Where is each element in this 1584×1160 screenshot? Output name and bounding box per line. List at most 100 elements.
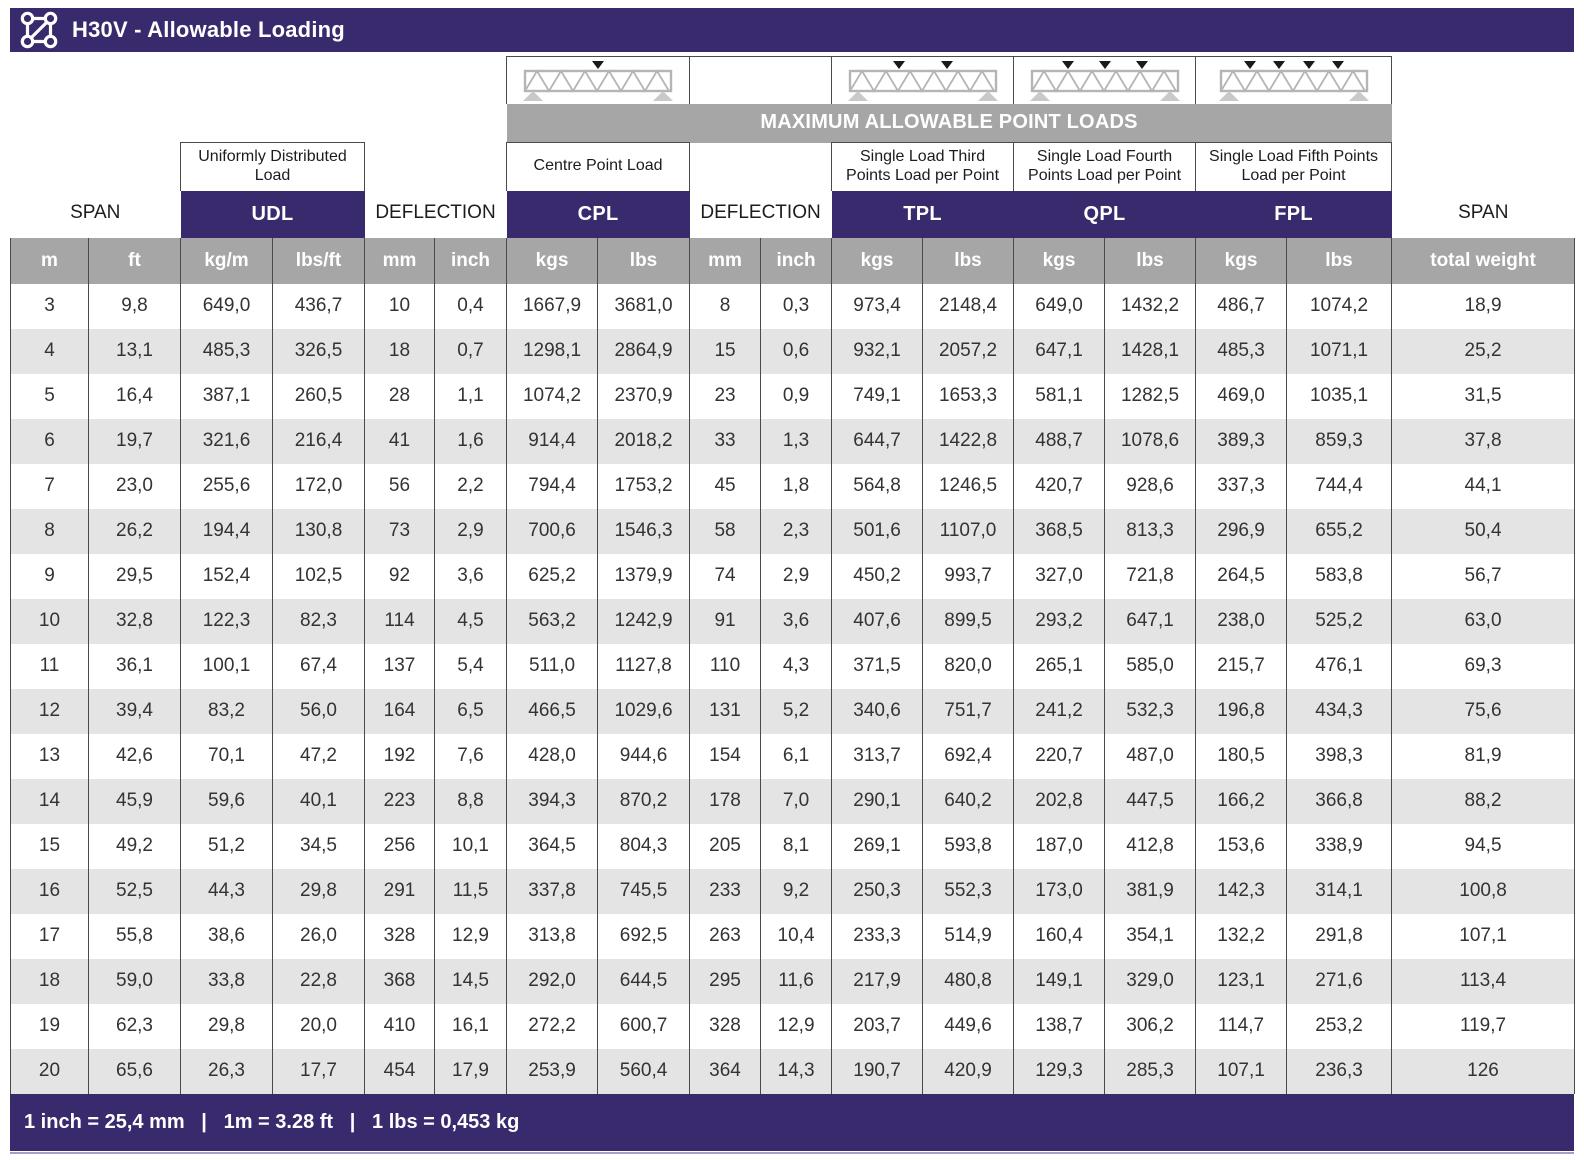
cell: 15 — [10, 823, 89, 869]
cell: 420,7 — [1013, 463, 1106, 509]
cell: 137 — [364, 643, 435, 689]
cell: 126 — [1391, 1048, 1576, 1094]
cell: 859,3 — [1286, 418, 1393, 464]
cell: 371,5 — [831, 643, 924, 689]
unit-header: kgs — [506, 237, 599, 284]
cell: 2370,9 — [597, 373, 691, 419]
truss-diagram-fpl — [1195, 56, 1393, 104]
cell: 1246,5 — [922, 463, 1015, 509]
group-abbr-row: UDL CPL TPL QPL FPL — [11, 190, 1575, 238]
cell: 12,9 — [433, 913, 508, 959]
cell: 130,8 — [272, 508, 365, 554]
table-row: 8 26,2 194,4 130,8 73 2,9 700,6 1546,3 58 2,3 501,… — [10, 508, 1576, 554]
cell: 4,3 — [760, 643, 833, 689]
app-title-bar: H30V - Allowable Loading — [10, 8, 1574, 52]
cell: 34,5 — [272, 823, 365, 869]
cell: 644,7 — [831, 418, 924, 464]
cell: 172,0 — [272, 463, 365, 509]
cell: 511,0 — [506, 643, 599, 689]
cell: 0,3 — [760, 283, 833, 329]
cell: 113,4 — [1391, 958, 1576, 1004]
cell: 13,1 — [88, 328, 181, 374]
cell: 22,8 — [272, 958, 365, 1004]
cell: 337,3 — [1195, 463, 1288, 509]
cell: 28 — [364, 373, 435, 419]
unit-header: lbs — [1104, 237, 1197, 284]
cell: 12,9 — [760, 1003, 833, 1049]
cell: 585,0 — [1104, 643, 1197, 689]
truss-diagram-cpl — [506, 56, 691, 104]
cell: 67,4 — [272, 643, 365, 689]
cell: 23 — [689, 373, 762, 419]
cell: 153,6 — [1195, 823, 1288, 869]
cell: 142,3 — [1195, 868, 1288, 914]
unit-header: lbs — [597, 237, 691, 284]
cell: 749,1 — [831, 373, 924, 419]
cell: 33 — [689, 418, 762, 464]
cell: 17,9 — [433, 1048, 508, 1094]
cell: 420,9 — [922, 1048, 1015, 1094]
cell: 0,7 — [433, 328, 508, 374]
cell: 407,6 — [831, 598, 924, 644]
truss-row-empty-cell — [689, 56, 833, 104]
cell: 292,0 — [506, 958, 599, 1004]
cell: 434,3 — [1286, 688, 1393, 734]
cell: 250,3 — [831, 868, 924, 914]
cell: 1029,6 — [597, 688, 691, 734]
cell: 899,5 — [922, 598, 1015, 644]
cell: 466,5 — [506, 688, 599, 734]
cell: 514,9 — [922, 913, 1015, 959]
unit-header: mm — [689, 237, 762, 284]
cell: 1546,3 — [597, 508, 691, 554]
table-row: 15 49,2 51,2 34,5 256 10,1 364,5 804,3 205 8,1 269… — [10, 823, 1576, 869]
cell: 88,2 — [1391, 778, 1576, 824]
unit-header: lbs — [1286, 237, 1393, 284]
table-body: 3 9,8 649,0 436,7 10 0,4 1667,9 3681,0 8 0,3 973,4… — [10, 283, 1576, 1094]
cell: 1078,6 — [1104, 418, 1197, 464]
truss-diagram-qpl — [1013, 56, 1197, 104]
cell: 2057,2 — [922, 328, 1015, 374]
cell: 14,5 — [433, 958, 508, 1004]
cell: 18 — [364, 328, 435, 374]
cell: 552,3 — [922, 868, 1015, 914]
cell: 364,5 — [506, 823, 599, 869]
cell: 100,1 — [180, 643, 273, 689]
cell: 16 — [10, 868, 89, 914]
col-group-tpl-abbr: TPL — [831, 190, 1014, 238]
unit-header: total weight — [1391, 237, 1576, 284]
cell: 196,8 — [1195, 688, 1288, 734]
cell: 593,8 — [922, 823, 1015, 869]
cell: 31,5 — [1391, 373, 1576, 419]
cell: 329,0 — [1104, 958, 1197, 1004]
cell: 454 — [364, 1048, 435, 1094]
cell: 65,6 — [88, 1048, 181, 1094]
cell: 293,2 — [1013, 598, 1106, 644]
cell: 1,8 — [760, 463, 833, 509]
cell: 272,2 — [506, 1003, 599, 1049]
cell: 644,5 — [597, 958, 691, 1004]
cell: 1074,2 — [1286, 283, 1393, 329]
cell: 338,9 — [1286, 823, 1393, 869]
cell: 13 — [10, 733, 89, 779]
cell: 640,2 — [922, 778, 1015, 824]
col-group-span-right: SPAN — [1391, 142, 1575, 238]
cell: 476,1 — [1286, 643, 1393, 689]
conversion-footer-bar: 1 inch = 25,4 mm | 1m = 3.28 ft | 1 lbs … — [10, 1093, 1574, 1151]
cell: 38,6 — [180, 913, 273, 959]
cell: 1074,2 — [506, 373, 599, 419]
cell: 6,1 — [760, 733, 833, 779]
truss-diagram-tpl — [831, 56, 1015, 104]
cell: 83,2 — [180, 688, 273, 734]
cell: 20 — [10, 1048, 89, 1094]
cell: 132,2 — [1195, 913, 1288, 959]
cell: 794,4 — [506, 463, 599, 509]
page-title: H30V - Allowable Loading — [72, 17, 345, 42]
cell: 15 — [689, 328, 762, 374]
cell: 581,1 — [1013, 373, 1106, 419]
cell: 20,0 — [272, 1003, 365, 1049]
cell: 2,3 — [760, 508, 833, 554]
cell: 328 — [689, 1003, 762, 1049]
col-group-deflection-2: DEFLECTION — [689, 142, 832, 238]
cell: 10,1 — [433, 823, 508, 869]
cell: 3,6 — [760, 598, 833, 644]
